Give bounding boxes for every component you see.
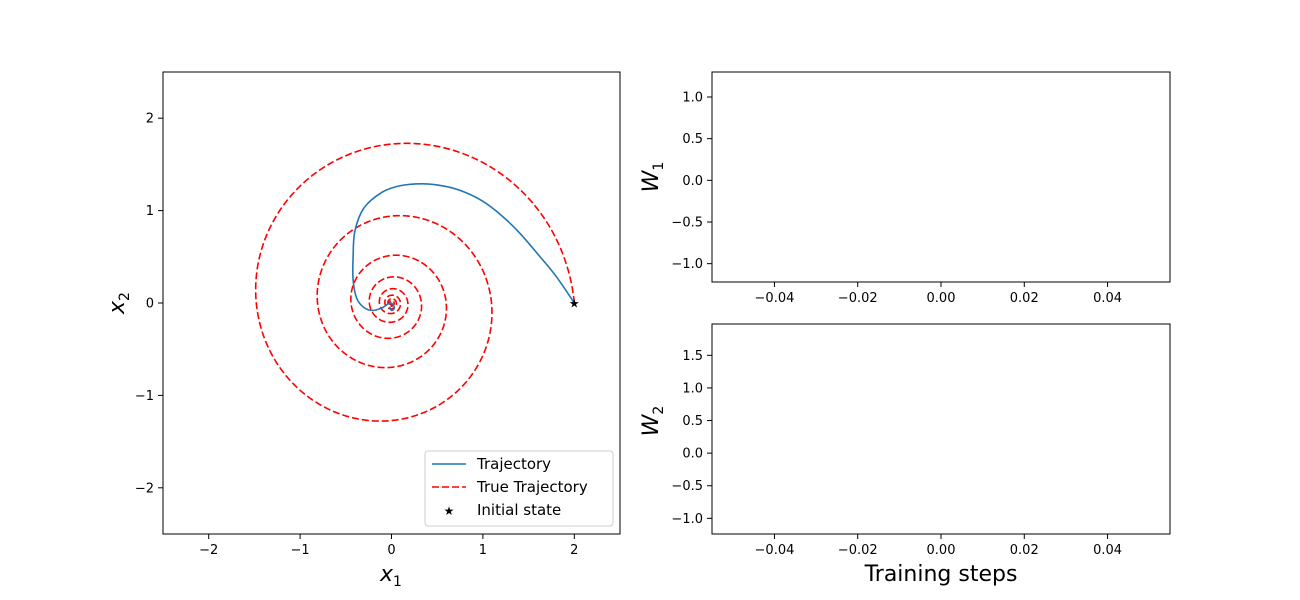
w1-axis-label-sub: 1: [651, 162, 667, 171]
phase-portrait-xtick-label: 0: [387, 543, 395, 558]
x2-axis-label-main: x: [105, 300, 130, 315]
w1-xtick-label: 0.04: [1093, 291, 1122, 306]
w1-ytick-label: 0.5: [682, 132, 703, 147]
x1-axis-label-sub: 1: [393, 574, 402, 590]
phase-portrait-ytick-label: 2: [146, 112, 154, 127]
x1-axis-label: x1: [379, 562, 402, 590]
phase-portrait-plot-area: [254, 142, 576, 422]
w2-xtick-label: 0.04: [1093, 543, 1122, 558]
w2-xtick-label: 0.02: [1010, 543, 1039, 558]
legend-true-trajectory-label: True Trajectory: [476, 478, 588, 496]
phase-portrait-ytick-label: −1: [135, 389, 154, 404]
w2-ytick-label: 0.0: [682, 447, 703, 462]
legend-initial-state-label: Initial state: [477, 501, 561, 519]
w2-ytick-label: 0.5: [682, 414, 703, 429]
initial-state-marker: ★: [569, 297, 580, 311]
w2-ticks: −0.04 −0.02 0.00 0.02 0.04 −1.0 −0.5 0.0 0.5 1.0 1…: [671, 349, 1122, 558]
phase-portrait-xtick-label: 1: [479, 543, 487, 558]
w1-ytick-label: −0.5: [671, 216, 703, 231]
w1-panel: −0.04 −0.02 0.00 0.02 0.04−1.0−0.50.00.51.0 …: [639, 71, 1171, 307]
w2-axis-label-main: W: [639, 413, 664, 436]
training-steps-axis-label: Training steps: [864, 562, 1018, 587]
w2-ytick-label: −0.5: [671, 479, 703, 494]
w1-ytick-label: −1.0: [671, 257, 703, 272]
w2-xtick-label: 0.00: [927, 543, 956, 558]
w2-xtick-label: −0.02: [838, 543, 878, 558]
trajectory-line: [351, 182, 575, 312]
w1-xtick-label: −0.02: [838, 291, 878, 306]
w1-xtick-label: 0.00: [927, 291, 956, 306]
phase-portrait-xtick-label: −2: [199, 543, 218, 558]
phase-portrait-xtick-label: 2: [570, 543, 578, 558]
legend: Trajectory True Trajectory ★ Initial sta…: [424, 450, 614, 527]
w2-ytick-label: −1.0: [671, 512, 703, 527]
phase-portrait-xtick-label: −1: [291, 543, 310, 558]
x2-axis-label: x2: [105, 292, 133, 315]
w1-axes-frame: [711, 71, 1171, 283]
w2-axis-label-sub: 2: [651, 406, 667, 415]
phase-portrait-ytick-label: −2: [135, 481, 154, 496]
w2-axes-frame: [711, 323, 1171, 535]
legend-trajectory-label: Trajectory: [476, 455, 551, 473]
phase-portrait-ytick-label: 1: [146, 204, 154, 219]
w1-xtick-label: 0.02: [1010, 291, 1039, 306]
w1-axis-label: W1: [639, 162, 667, 193]
w2-xtick-label: −0.04: [755, 543, 795, 558]
legend-frame: [424, 450, 614, 527]
phase-portrait-ytick-label: 0: [146, 297, 154, 312]
x2-axis-label-sub: 2: [117, 292, 133, 301]
w1-ticks: −0.04 −0.02 0.00 0.02 0.04 −1.0 −0.5 0.0 0.5 1.0: [671, 91, 1122, 307]
w1-xtick-label: −0.04: [755, 291, 795, 306]
legend-initial-state-marker: ★: [444, 504, 455, 518]
w1-ytick-label: 1.0: [682, 91, 703, 106]
w2-ytick-label: 1.5: [682, 349, 703, 364]
w2-ytick-label: 1.0: [682, 381, 703, 396]
w1-axis-label-main: W: [639, 169, 664, 192]
w2-panel: −0.04 −0.02 0.00 0.02 0.04 −1.0 −0.5 0.0 0.5 1.0 1…: [639, 323, 1171, 587]
phase-portrait-ticks: −2 −1 0 1 2 −2 −1 0 1 2: [135, 112, 579, 558]
w1-ytick-label: 0.0: [682, 174, 703, 189]
x1-axis-label-main: x: [379, 562, 394, 587]
w2-axis-label: W2: [639, 406, 667, 437]
